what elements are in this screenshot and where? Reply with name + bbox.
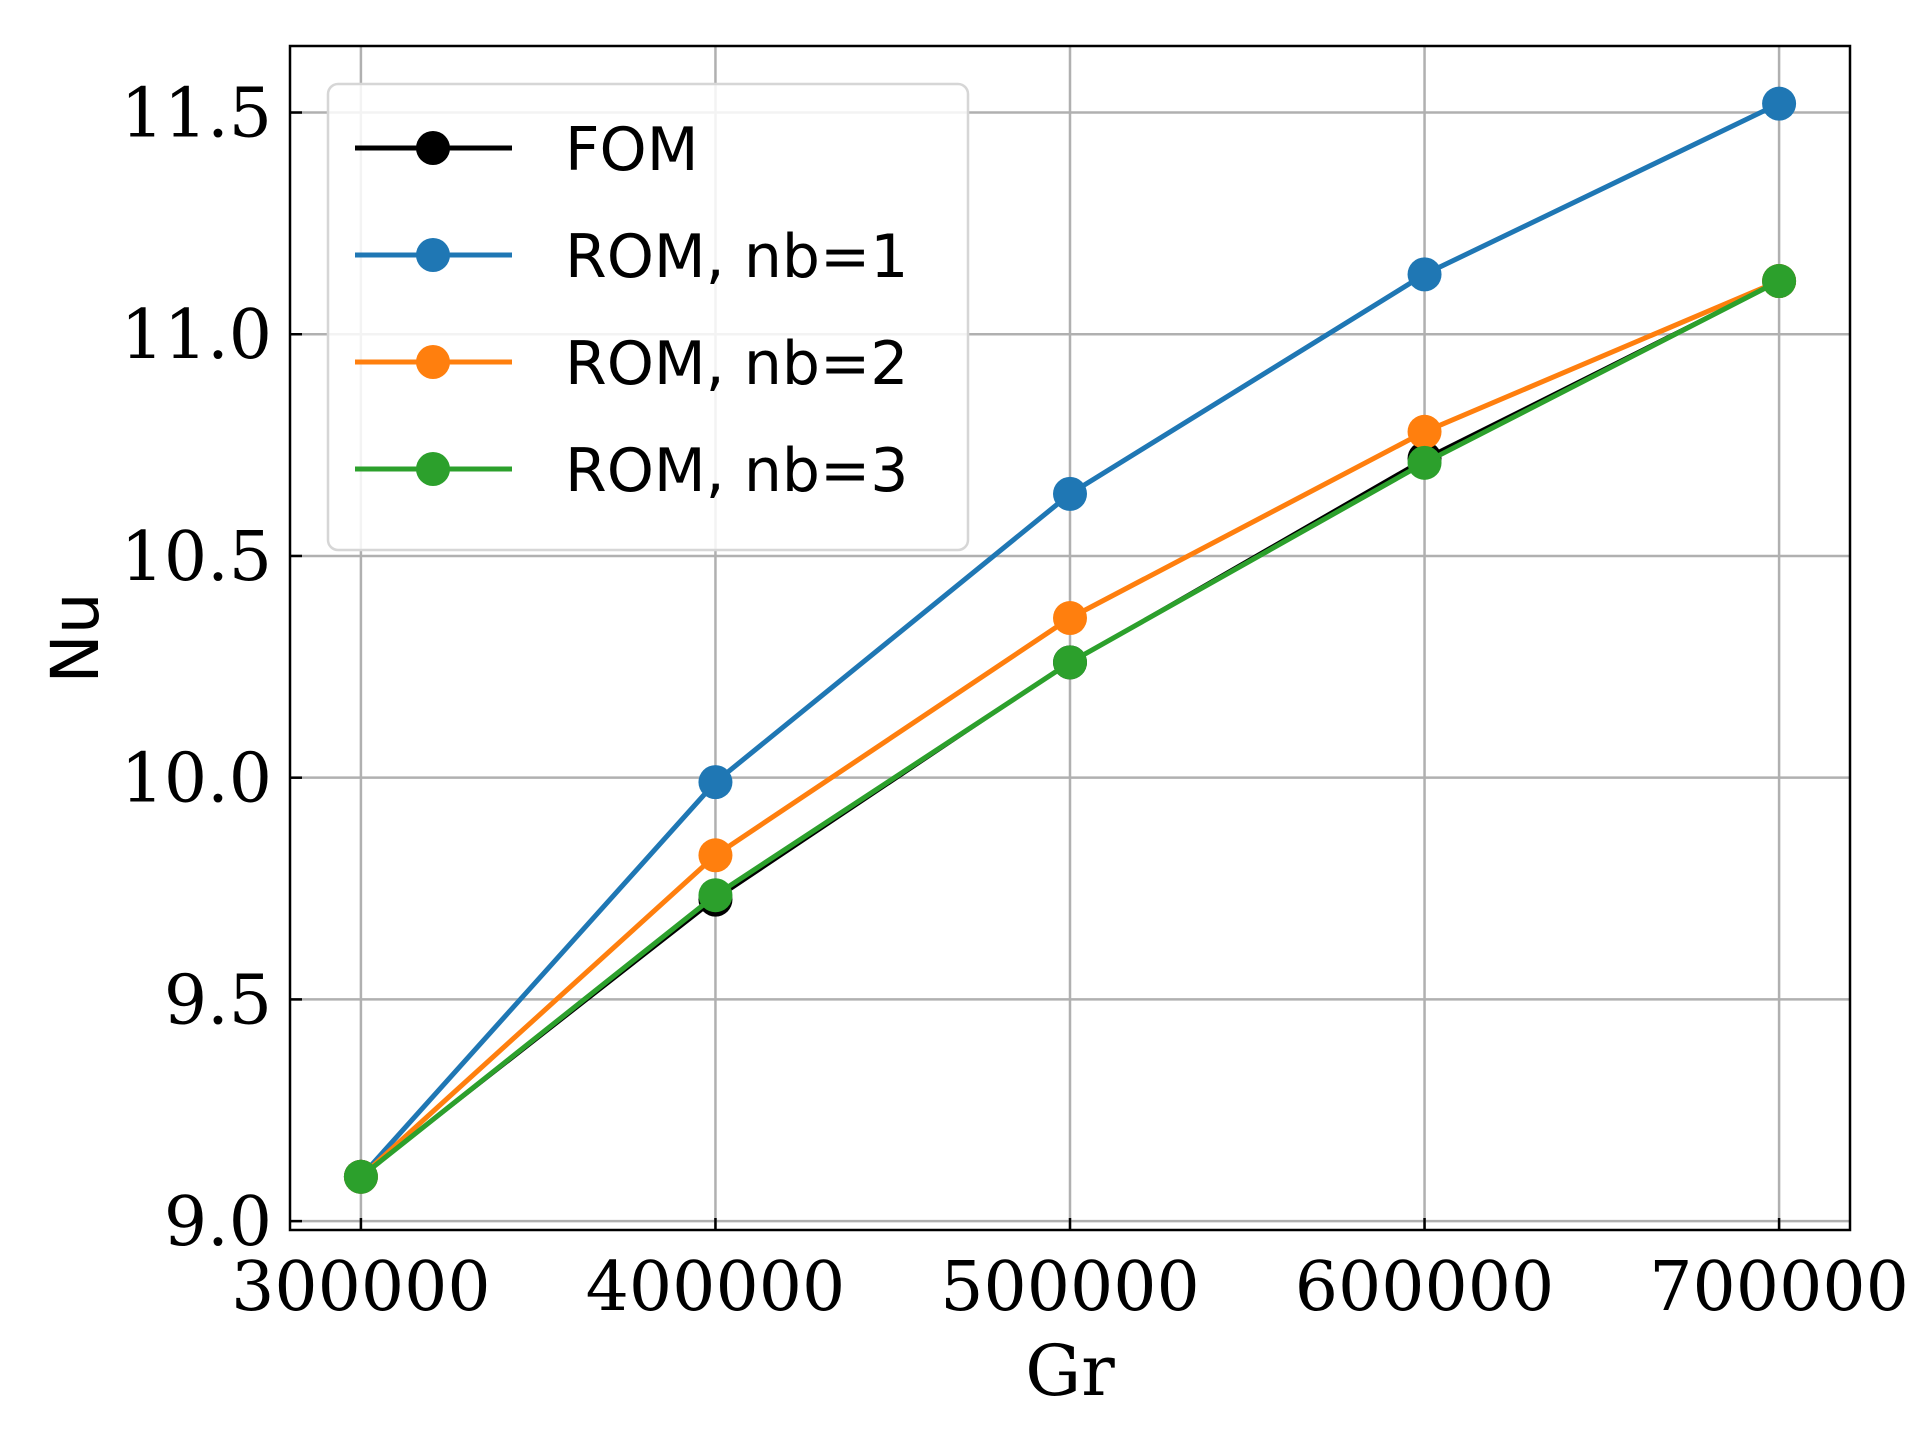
- legend-box: [326, 82, 970, 552]
- data-point-rom-nb-2: [698, 838, 733, 873]
- legend-marker: [416, 452, 450, 486]
- series-layer: [343, 86, 1797, 1194]
- y-tick-label: 11.0: [121, 296, 272, 375]
- data-point-rom-nb-1: [698, 765, 733, 800]
- y-tick-label: 10.5: [121, 518, 272, 597]
- ticks: 300000 400000 500000 600000 700000 9.0 9.5 10.0…: [121, 75, 1909, 1327]
- data-point-rom-nb-3: [1407, 445, 1442, 480]
- legend-marker: [416, 131, 450, 165]
- data-point-rom-nb-1: [1762, 86, 1797, 121]
- legend-marker: [416, 345, 450, 379]
- data-point-rom-nb-3: [1053, 645, 1087, 680]
- x-tick-label: 500000: [940, 1248, 1200, 1327]
- x-tick-label: 600000: [1295, 1248, 1555, 1327]
- legend-label: ROM, nb=3: [565, 436, 908, 506]
- x-tick-label: 300000: [231, 1248, 491, 1327]
- y-tick-label: 9.5: [164, 961, 272, 1040]
- data-point-rom-nb-3: [343, 1159, 378, 1194]
- legend-entry-rom-nb-3: ROM, nb=3: [355, 436, 908, 506]
- legend-entry-rom-nb-1: ROM, nb=1: [355, 222, 908, 292]
- y-tick-label: 10.0: [121, 740, 272, 819]
- data-point-rom-nb-2: [1407, 414, 1442, 449]
- legend-label: ROM, nb=2: [565, 329, 908, 399]
- legend-marker: [416, 238, 450, 272]
- y-tick-label: 9.0: [164, 1183, 272, 1262]
- legend-label: ROM, nb=1: [565, 222, 908, 292]
- data-point-rom-nb-3: [1762, 264, 1797, 299]
- legend-entry-fom: FOM: [355, 115, 699, 185]
- x-tick-label: 400000: [586, 1248, 846, 1327]
- series-rom-nb-3: [343, 264, 1797, 1194]
- data-point-rom-nb-3: [698, 878, 733, 913]
- x-axis-label: Gr: [1025, 1330, 1115, 1412]
- x-tick-label: 700000: [1649, 1248, 1909, 1327]
- y-tick-label: 11.5: [121, 75, 272, 154]
- data-point-rom-nb-1: [1053, 476, 1087, 511]
- data-point-rom-nb-2: [1053, 601, 1087, 636]
- data-point-rom-nb-1: [1407, 257, 1442, 292]
- legend-entry-rom-nb-2: ROM, nb=2: [355, 329, 908, 399]
- legend: FOM ROM, nb=1 ROM, nb=2 ROM, nb=3: [326, 82, 970, 552]
- legend-label: FOM: [565, 115, 699, 185]
- y-axis-label: Nu: [37, 592, 114, 683]
